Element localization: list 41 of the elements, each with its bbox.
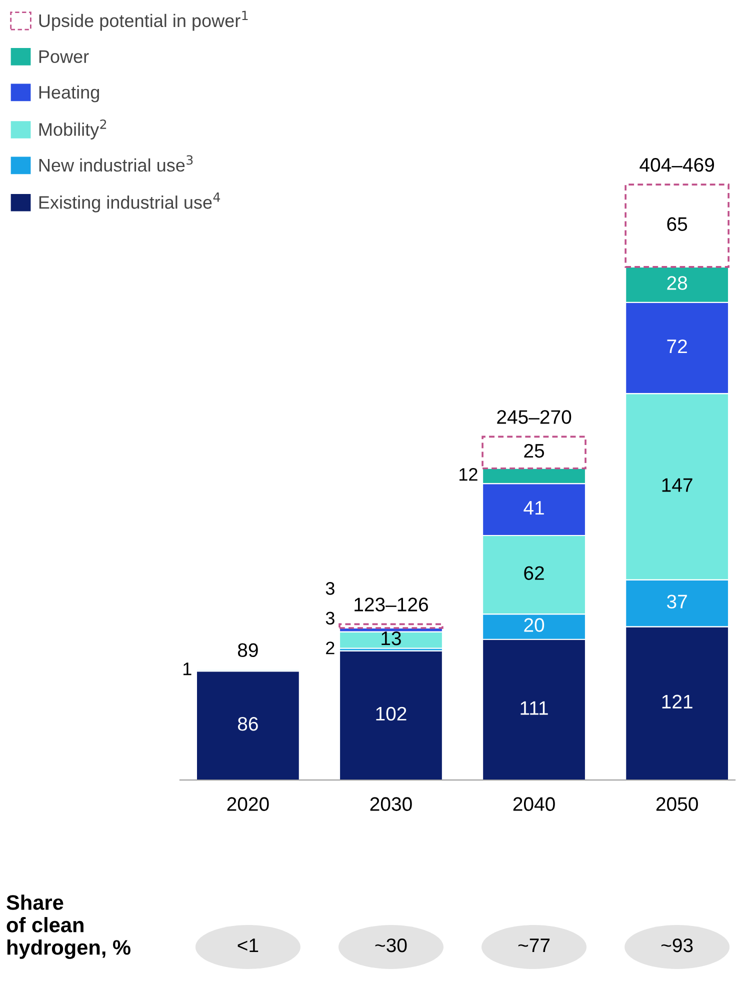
bar: [338, 650, 444, 780]
x-tick-label: 2040: [513, 797, 555, 811]
data-label: 102: [376, 706, 406, 721]
data-label: 13: [382, 631, 401, 646]
data-label: 62: [524, 566, 544, 580]
legend-label: Power: [39, 50, 89, 64]
x-tick-label: 2030: [370, 797, 412, 811]
data-label: 20: [524, 618, 544, 632]
legend-label: Existing industrial use$^{4}$: [39, 192, 220, 212]
data-label: 41: [524, 501, 544, 515]
data-label: 1: [183, 662, 192, 676]
data-label: 28: [667, 276, 688, 290]
total-label: 123–126: [354, 598, 428, 612]
data-label: 3: [326, 612, 334, 625]
total-label: 89: [238, 643, 258, 658]
data-label: 111: [520, 701, 548, 715]
data-label: 37: [666, 594, 687, 608]
total-label: 404–469: [640, 158, 714, 172]
bar: [196, 670, 300, 780]
data-label: 12: [460, 468, 478, 481]
data-label: 121: [662, 694, 692, 708]
text: ~93: [661, 938, 693, 952]
data-label: 86: [238, 716, 258, 731]
data-label: 65: [667, 217, 688, 231]
text: ~77: [518, 938, 550, 952]
data-label: 3: [326, 582, 334, 595]
bar: [338, 623, 444, 629]
text: Share of clean hydrogen, %: [6, 894, 130, 959]
text: <1: [238, 938, 258, 952]
data-label: 147: [662, 478, 692, 492]
data-label: 72: [667, 339, 687, 354]
data-label: 25: [524, 444, 544, 458]
legend-label: Heating: [39, 85, 99, 102]
x-tick-label: 2020: [227, 797, 269, 811]
data-label: 2: [326, 642, 334, 654]
legend-label: Mobility$^{2}$: [39, 119, 106, 140]
total-label: 245–270: [497, 410, 572, 424]
text: ~30: [375, 938, 407, 952]
legend-label: Upside potential in power$^{1}$: [39, 10, 248, 31]
legend-label: New industrial use$^{3}$: [39, 155, 193, 172]
x-tick-label: 2050: [656, 797, 698, 811]
